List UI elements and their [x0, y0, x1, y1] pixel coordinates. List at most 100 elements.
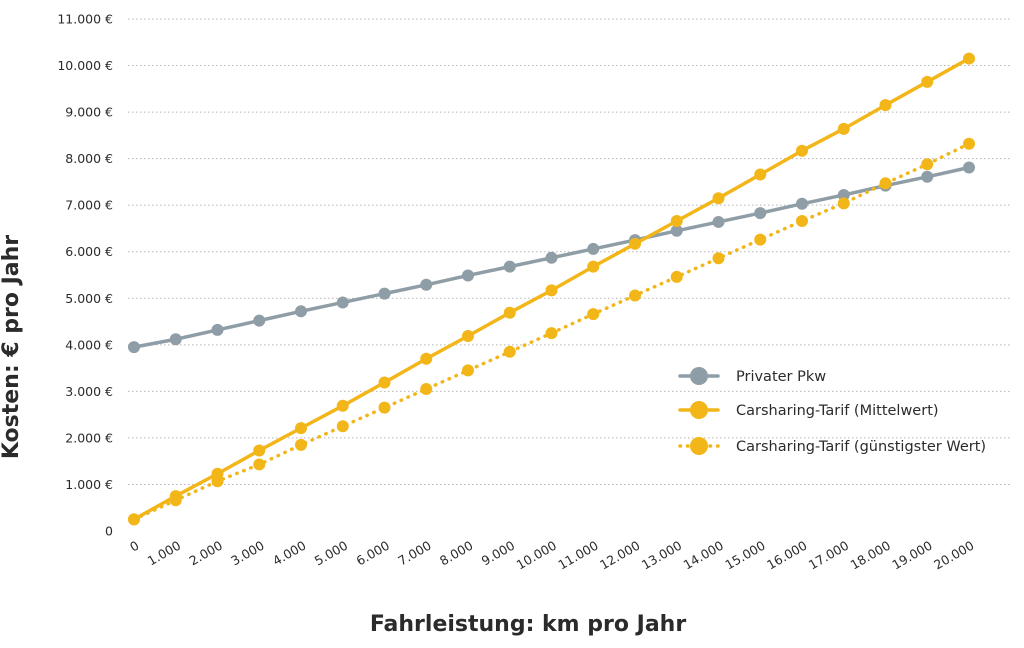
x-tick-label: 7.000 — [395, 538, 434, 569]
data-point — [545, 251, 558, 264]
data-point — [629, 237, 641, 250]
y-axis-title: Kosten: € pro Jahr — [0, 235, 24, 459]
y-tick-label: 0 — [105, 524, 113, 539]
data-point — [670, 224, 683, 237]
x-tick-label: 15.000 — [722, 538, 767, 573]
x-tick-label: 0 — [127, 538, 141, 555]
data-point — [712, 215, 725, 228]
data-point — [837, 188, 850, 201]
data-point — [963, 52, 975, 65]
series-0 — [128, 161, 975, 354]
data-point — [587, 260, 600, 273]
x-tick-label: 9.000 — [479, 538, 518, 569]
data-point — [545, 284, 558, 297]
data-point — [503, 306, 516, 319]
y-tick-label: 4.000 € — [65, 337, 113, 352]
data-point — [712, 252, 725, 265]
data-point — [670, 215, 683, 228]
x-tick-label: 4.000 — [270, 538, 309, 569]
x-tick-label: 17.000 — [806, 538, 851, 573]
data-point — [378, 401, 391, 414]
gridlines — [128, 18, 1012, 485]
legend-marker — [690, 367, 708, 385]
data-point — [629, 289, 641, 302]
data-point — [420, 352, 433, 365]
data-point — [670, 270, 683, 283]
data-point — [545, 327, 558, 340]
y-tick-label: 6.000 € — [65, 244, 113, 259]
data-point — [587, 308, 600, 321]
data-series — [128, 52, 975, 526]
data-point — [837, 197, 850, 210]
x-tick-label: 11.000 — [555, 538, 600, 573]
data-point — [295, 305, 307, 318]
legend-item: Privater Pkw — [678, 367, 826, 385]
x-tick-label: 5.000 — [312, 538, 351, 569]
data-point — [796, 144, 808, 157]
y-axis-tick-labels: 0 1.000 € 2.000 € 3.000 € 4.000 € 5.000 € 6.00… — [57, 12, 113, 539]
data-point — [211, 323, 224, 336]
data-point — [837, 122, 850, 135]
x-tick-label: 19.000 — [889, 538, 934, 573]
data-point — [712, 192, 725, 205]
x-tick-label: 20.000 — [931, 538, 976, 573]
data-point — [378, 376, 391, 389]
data-point — [879, 177, 892, 190]
y-tick-label: 8.000 € — [65, 151, 113, 166]
data-point — [336, 399, 349, 412]
data-point — [963, 161, 975, 174]
data-point — [754, 233, 767, 246]
data-point — [295, 438, 307, 451]
x-tick-label: 12.000 — [597, 538, 642, 573]
data-point — [462, 269, 474, 282]
data-point — [587, 242, 600, 255]
y-tick-label: 7.000 € — [65, 198, 113, 213]
data-point — [128, 513, 140, 526]
data-point — [336, 420, 349, 433]
data-point — [211, 467, 224, 480]
x-tick-label: 2.000 — [186, 538, 225, 569]
data-point — [462, 364, 474, 377]
data-point — [169, 490, 182, 503]
data-point — [879, 99, 892, 112]
y-tick-label: 1.000 € — [65, 477, 113, 492]
x-tick-label: 13.000 — [639, 538, 684, 573]
x-tick-label: 10.000 — [514, 538, 559, 573]
data-point — [503, 345, 516, 358]
data-point — [128, 341, 140, 354]
data-point — [295, 422, 307, 435]
series-1 — [128, 52, 975, 526]
y-tick-label: 11.000 € — [57, 12, 113, 27]
data-point — [921, 75, 934, 88]
x-tick-label: 14.000 — [681, 538, 726, 573]
y-tick-label: 10.000 € — [57, 58, 113, 73]
data-point — [253, 444, 266, 457]
data-point — [336, 296, 349, 309]
data-point — [796, 197, 808, 210]
data-point — [378, 287, 391, 300]
x-axis-tick-labels: 0 1.000 2.000 3.000 4.000 5.000 6.000 7.000 8.00… — [127, 538, 976, 573]
legend-label: Carsharing-Tarif (günstigster Wert) — [736, 439, 986, 455]
data-point — [963, 137, 975, 150]
data-point — [921, 170, 934, 183]
x-tick-label: 6.000 — [353, 538, 392, 569]
x-tick-label: 8.000 — [437, 538, 476, 569]
y-tick-label: 2.000 € — [65, 430, 113, 445]
x-tick-label: 18.000 — [848, 538, 893, 573]
legend-marker — [690, 401, 708, 419]
data-point — [253, 458, 266, 471]
data-point — [420, 278, 433, 291]
x-tick-label: 16.000 — [764, 538, 809, 573]
legend: Privater Pkw Carsharing-Tarif (Mittelwert… — [678, 367, 986, 455]
legend-marker — [690, 437, 708, 455]
data-point — [253, 314, 266, 327]
y-tick-label: 9.000 € — [65, 105, 113, 120]
legend-item: Carsharing-Tarif (günstigster Wert) — [678, 437, 986, 455]
y-tick-label: 3.000 € — [65, 384, 113, 399]
legend-label: Privater Pkw — [736, 369, 826, 385]
data-point — [420, 383, 433, 396]
legend-label: Carsharing-Tarif (Mittelwert) — [736, 403, 939, 419]
data-point — [796, 215, 808, 228]
data-point — [754, 207, 767, 220]
